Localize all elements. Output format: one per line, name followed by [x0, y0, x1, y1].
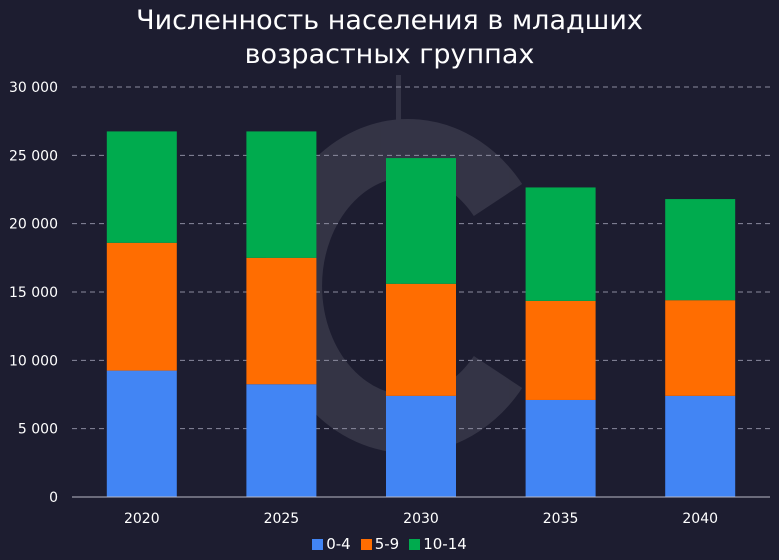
bars	[106, 131, 736, 497]
chart-title-line-2: возрастных группах	[244, 39, 535, 70]
legend-label-10-14: 10-14	[423, 535, 467, 553]
bar-2025-10-14	[246, 131, 317, 258]
axes: 0 5 000 10 000 15 000 20 000 25 000 30 000 2020…	[9, 80, 770, 527]
bar-2020-5-9	[106, 242, 177, 371]
legend-label-5-9: 5-9	[374, 535, 400, 553]
bar-2020-10-14	[106, 131, 177, 243]
legend-item-10-14: 10-14	[409, 535, 467, 553]
bar-2025-0-4	[246, 384, 317, 497]
y-tick-label: 15 000	[9, 285, 58, 301]
y-tick-label: 10 000	[9, 353, 58, 369]
bar-2030-0-4	[386, 395, 456, 497]
bar-2040-0-4	[665, 395, 736, 497]
chart-title-line-1: Численность населения в младших	[136, 5, 643, 36]
y-tick-label: 5 000	[18, 422, 58, 438]
y-tick-label: 20 000	[9, 217, 58, 233]
bar-2030-10-14	[386, 158, 456, 284]
bar-2035-5-9	[525, 300, 596, 400]
y-tick-label: 0	[49, 490, 58, 506]
legend-item-0-4: 0-4	[312, 535, 351, 553]
x-tick-label-2030: 2030	[403, 511, 439, 527]
bar-2035-0-4	[525, 399, 596, 497]
bar-2030-5-9	[386, 283, 456, 396]
x-tick-label-2020: 2020	[124, 511, 160, 527]
bar-2035-10-14	[525, 187, 596, 301]
x-tick-label-2035: 2035	[543, 511, 579, 527]
bar-2025-5-9	[246, 257, 317, 385]
bar-2040-10-14	[665, 199, 736, 301]
legend-label-0-4: 0-4	[326, 535, 351, 553]
bar-2040-5-9	[665, 300, 736, 396]
x-tick-label-2040: 2040	[682, 511, 718, 527]
legend-item-5-9: 5-9	[360, 535, 400, 553]
legend: 0-4 5-9 10-14	[0, 535, 779, 553]
chart-title: Численность населения в младших возрастн…	[0, 4, 779, 72]
y-tick-label: 30 000	[9, 80, 58, 96]
legend-swatch-0-4	[312, 538, 324, 550]
legend-swatch-5-9	[360, 538, 372, 550]
legend-swatch-10-14	[409, 538, 421, 550]
x-tick-label-2025: 2025	[264, 511, 300, 527]
bar-2020-0-4	[106, 370, 177, 497]
y-tick-label: 25 000	[9, 148, 58, 164]
